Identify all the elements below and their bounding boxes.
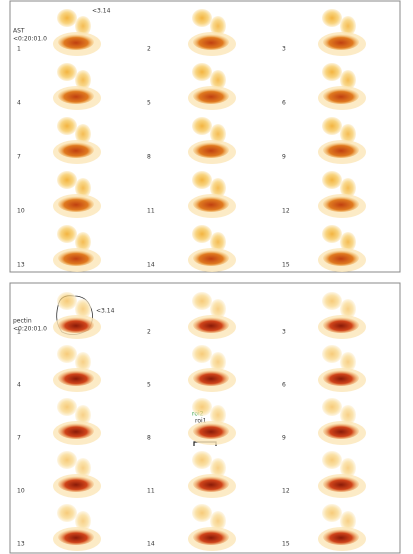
- scan-blob: [192, 451, 212, 469]
- frame-number: 14: [147, 541, 155, 548]
- frame-number: 10: [17, 208, 25, 215]
- frame-number: 4: [17, 100, 21, 107]
- scan-blob: [193, 34, 229, 50]
- scan-blob: [57, 171, 77, 189]
- frame-number: 8: [147, 435, 151, 442]
- scan-blob: [192, 504, 212, 522]
- scan-blob: [193, 317, 229, 333]
- frame-number: 5: [147, 382, 151, 389]
- scan-blob: [58, 196, 94, 212]
- frame-number: 7: [17, 435, 21, 442]
- figure: AST <0:20:01.0 <3.14 pectin <0:20:01.0 <…: [0, 0, 413, 554]
- frame-number: 3: [282, 46, 286, 53]
- scan-blob: [193, 88, 229, 104]
- scan-blob: [192, 225, 212, 243]
- scan-blob: [322, 292, 342, 310]
- scan-blob: [323, 370, 359, 386]
- scan-blob: [193, 529, 229, 545]
- time-label: <0:20:01.0: [13, 36, 47, 43]
- scan-blob: [322, 345, 342, 363]
- scan-blob: [57, 292, 77, 310]
- scan-blob: [58, 317, 94, 333]
- scan-blob: [57, 398, 77, 416]
- scan-blob: [58, 88, 94, 104]
- scan-blob: [192, 9, 212, 27]
- scan-blob: [192, 398, 212, 416]
- frame-number: 12: [282, 488, 290, 495]
- frame-number: 1: [17, 329, 21, 336]
- scan-blob: [322, 171, 342, 189]
- frame-number: 13: [17, 541, 25, 548]
- scan-blob: [58, 142, 94, 158]
- frame-number: 6: [282, 382, 286, 389]
- scan-blob: [322, 63, 342, 81]
- scan-blob: [323, 317, 359, 333]
- scan-blob: [322, 451, 342, 469]
- frame-number: 11: [147, 208, 155, 215]
- scan-blob: [322, 398, 342, 416]
- scan-blob: [58, 529, 94, 545]
- scan-blob: [323, 423, 359, 439]
- frame-number: 14: [147, 262, 155, 269]
- frame-number: 12: [282, 208, 290, 215]
- scan-blob: [57, 225, 77, 243]
- scan-blob: [323, 88, 359, 104]
- scan-blob: [322, 504, 342, 522]
- scale-label: <3.14: [92, 8, 111, 15]
- scan-blob: [57, 9, 77, 27]
- panel-label: AST: [13, 28, 25, 35]
- frame-number: 13: [17, 262, 25, 269]
- scan-blob: [193, 142, 229, 158]
- frame-number: 8: [147, 154, 151, 161]
- frame-number: 2: [147, 329, 151, 336]
- scan-blob: [192, 292, 212, 310]
- scan-blob: [323, 34, 359, 50]
- scan-blob: [193, 476, 229, 492]
- scan-blob: [57, 451, 77, 469]
- frame-number: 7: [17, 154, 21, 161]
- scan-blob: [58, 423, 94, 439]
- scan-blob: [57, 504, 77, 522]
- scan-blob: [323, 142, 359, 158]
- panel-label: pectin: [13, 318, 32, 325]
- frame-number: 2: [147, 46, 151, 53]
- scan-blob: [323, 196, 359, 212]
- scan-blob: [192, 171, 212, 189]
- scan-blob: [192, 63, 212, 81]
- frame-number: 15: [282, 541, 290, 548]
- scan-blob: [322, 117, 342, 135]
- frame-number: 10: [17, 488, 25, 495]
- scan-blob: [58, 370, 94, 386]
- frame-number: 11: [147, 488, 155, 495]
- scan-blob: [193, 370, 229, 386]
- scan-blob: [57, 117, 77, 135]
- scan-blob: [323, 529, 359, 545]
- frame-number: 9: [282, 435, 286, 442]
- scan-blob: [323, 476, 359, 492]
- scan-blob: [192, 117, 212, 135]
- frame-number: 6: [282, 100, 286, 107]
- frame-number: 9: [282, 154, 286, 161]
- scan-blob: [57, 63, 77, 81]
- scan-blob: [58, 476, 94, 492]
- scan-blob: [322, 9, 342, 27]
- scan-blob: [193, 423, 229, 439]
- frame-number: 1: [17, 46, 21, 53]
- scan-blob: [58, 34, 94, 50]
- scan-blob: [323, 250, 359, 266]
- scale-label: <3.14: [96, 308, 115, 315]
- scan-blob: [57, 345, 77, 363]
- frame-number: 15: [282, 262, 290, 269]
- frame-number: 5: [147, 100, 151, 107]
- scan-blob: [322, 225, 342, 243]
- scan-blob: [193, 196, 229, 212]
- frame-number: 3: [282, 329, 286, 336]
- frame-number: 4: [17, 382, 21, 389]
- scan-blob: [192, 345, 212, 363]
- scan-blob: [193, 250, 229, 266]
- scan-blob: [58, 250, 94, 266]
